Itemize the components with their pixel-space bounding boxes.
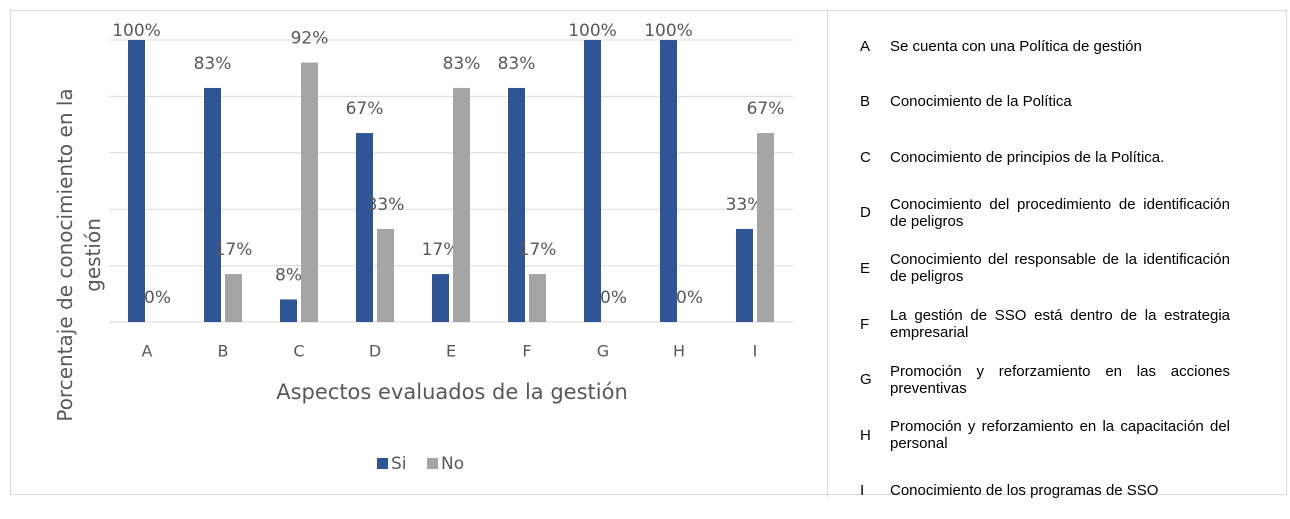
x-tick-label: F	[522, 342, 531, 361]
bar	[301, 62, 318, 323]
x-tick-label: B	[218, 342, 229, 361]
description-row: H Promoción y reforzamiento en la capacit…	[850, 407, 1230, 463]
value-label: 100%	[568, 21, 617, 41]
description-key: D	[860, 204, 871, 222]
description-text: Conocimiento de la Política	[890, 93, 1072, 111]
description-row: C Conocimiento de principios de la Políti…	[850, 129, 1230, 185]
description-text: Conocimiento del responsable de la ident…	[890, 251, 1230, 286]
value-label: 17%	[215, 240, 253, 260]
value-label: 0%	[600, 288, 627, 308]
description-text: Conocimiento del procedimiento de identi…	[890, 195, 1230, 230]
bar	[432, 274, 449, 322]
frame	[10, 10, 1287, 495]
x-axis-label: Aspectos evaluados de la gestión	[276, 380, 628, 404]
description-key: C	[860, 148, 871, 166]
bar	[736, 228, 753, 322]
description-key: B	[860, 93, 871, 111]
description-row: F La gestión de SSO está dentro de la est…	[850, 296, 1230, 352]
value-label: 17%	[422, 240, 460, 260]
description-key: G	[860, 371, 872, 389]
description-text: Promoción y reforzamiento en la capacita…	[890, 418, 1230, 453]
bar	[377, 228, 394, 322]
legend-label: Si	[391, 454, 407, 474]
bar	[128, 40, 145, 322]
bar	[508, 87, 525, 322]
divider	[827, 10, 828, 497]
value-label: 83%	[194, 54, 232, 74]
description-row: E Conocimiento del responsable de la iden…	[850, 240, 1230, 296]
description-row: D Conocimiento del procedimiento de ident…	[850, 185, 1230, 241]
description-text: La gestión de SSO está dentro de la estr…	[890, 307, 1230, 341]
x-tick-label: E	[446, 342, 456, 361]
x-tick-label: C	[293, 342, 304, 361]
y-axis-label: Porcentaje de conocimiento en la gestión	[53, 88, 105, 421]
value-label: 100%	[112, 21, 161, 41]
description-text: Promoción y reforzamiento en las accione…	[890, 362, 1230, 397]
x-tick-label: I	[753, 342, 758, 361]
bar	[356, 133, 373, 322]
bar	[757, 133, 774, 322]
description-row: A Se cuenta con una Política de gestión	[850, 18, 1230, 74]
legend-swatch	[427, 458, 438, 469]
value-label: 92%	[291, 29, 329, 49]
description-text: Se cuenta con una Política de gestión	[890, 37, 1142, 55]
bar	[453, 87, 470, 322]
bar	[280, 299, 297, 322]
description-row: I Conocimiento de los programas de SSO	[850, 463, 1230, 519]
bar	[225, 274, 242, 322]
description-key: F	[860, 315, 870, 333]
x-tick-label: G	[597, 342, 609, 361]
legend-swatch	[377, 458, 388, 469]
x-tick-label: A	[142, 342, 153, 361]
value-label: 17%	[519, 240, 557, 260]
bar	[204, 87, 221, 322]
value-label: 8%	[275, 265, 302, 285]
description-key: A	[860, 37, 871, 55]
value-label: 67%	[747, 99, 785, 119]
value-label: 33%	[367, 195, 405, 215]
value-label: 100%	[644, 21, 693, 41]
page: {"chart_data": {"type": "bar", "ylabel":…	[10, 10, 1287, 500]
bar	[660, 40, 677, 322]
description-key: H	[860, 426, 871, 444]
bar	[529, 274, 546, 322]
description-text: Conocimiento de principios de la Polític…	[890, 148, 1165, 166]
description-row: G Promoción y reforzamiento en las accion…	[850, 352, 1230, 408]
x-tick-label: H	[673, 342, 685, 361]
bar	[584, 40, 601, 322]
description-key: I	[860, 482, 865, 500]
description-key: E	[860, 259, 871, 277]
value-label: 33%	[726, 195, 764, 215]
value-label: 83%	[498, 54, 536, 74]
value-label: 67%	[346, 99, 384, 119]
value-label: 83%	[443, 54, 481, 74]
chart: A 100% 0% B 83% 17% C 8% 92% D 67% 33% E 17% 83% F 83% 17…	[53, 21, 793, 474]
description-text: Conocimiento de los programas de SSO	[890, 482, 1159, 500]
x-tick-label: D	[369, 342, 381, 361]
y-axis-label-line: Porcentaje de conocimiento en la	[53, 88, 77, 421]
y-axis-label-line: gestión	[81, 218, 105, 292]
description-row: B Conocimiento de la Política	[850, 74, 1230, 130]
legend-label: No	[441, 454, 464, 474]
value-label: 0%	[144, 288, 171, 308]
value-label: 0%	[676, 288, 703, 308]
